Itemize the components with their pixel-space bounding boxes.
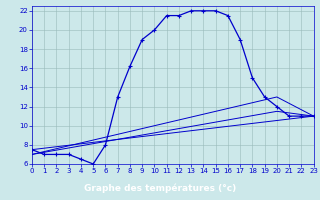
Text: Graphe des températures (°c): Graphe des températures (°c) bbox=[84, 184, 236, 193]
